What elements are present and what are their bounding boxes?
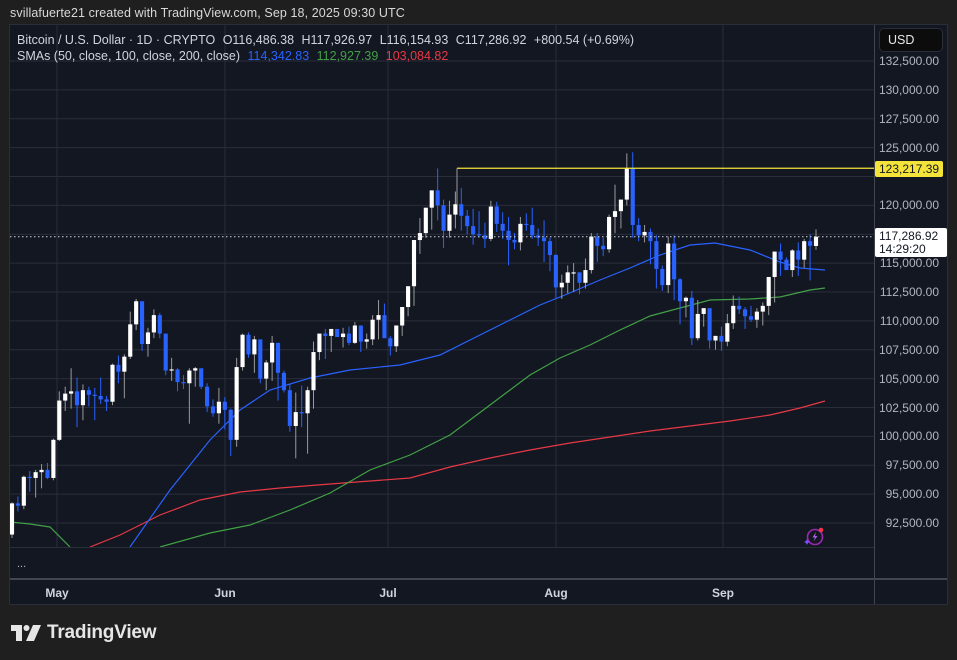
symbol-name[interactable]: Bitcoin / U.S. Dollar · 1D · CRYPTO	[17, 33, 216, 47]
price-tick: 120,000.00	[878, 198, 939, 213]
time-tick-aug: Aug	[544, 586, 568, 600]
price-tick: 92,500.00	[885, 516, 939, 530]
price-change: +800.54 (+0.69%)	[533, 33, 634, 47]
price-tick: 110,000.00	[879, 313, 939, 328]
bar-countdown: 14:29:20	[879, 242, 926, 256]
ohlc-high: H117,926.97	[301, 33, 373, 47]
time-axis[interactable]: May Jun Jul Aug Sep	[10, 578, 947, 604]
more-options-dots[interactable]: ...	[17, 558, 27, 570]
price-tick: 125,000.00	[878, 140, 939, 155]
last-price-label: 117,286.92 14:29:20	[875, 228, 947, 257]
price-tick: 105,000.00	[878, 371, 939, 386]
time-tick-jul: Jul	[379, 586, 397, 600]
last-price-value: 117,286.92	[879, 229, 939, 243]
sma100-value: 112,927.39	[316, 49, 379, 63]
ohlc-low: L116,154.93	[379, 33, 449, 47]
price-tick: 132,500.00	[878, 54, 939, 68]
price-tick: 95,000.00	[885, 487, 939, 502]
sma-legend-row: SMAs (50, close, 100, close, 200, close)…	[17, 48, 638, 64]
horizontal-line-price-label: 123,217.39	[875, 161, 943, 177]
sma-indicator-label[interactable]: SMAs (50, close, 100, close, 200, close)	[17, 49, 241, 63]
price-tick: 107,500.00	[878, 342, 939, 357]
chart-legend: Bitcoin / U.S. Dollar · 1D · CRYPTO O116…	[17, 32, 638, 64]
time-tick-sep: Sep	[711, 586, 735, 600]
flash-alert-icon[interactable]	[802, 525, 826, 549]
price-tick: 102,500.00	[878, 400, 939, 415]
indicator-subpane[interactable]: ...	[10, 547, 874, 578]
time-tick-jun: Jun	[214, 586, 236, 600]
sma50-value: 114,342.83	[247, 49, 310, 63]
ohlc-close: C117,286.92	[455, 33, 527, 47]
price-tick: 100,000.00	[878, 429, 939, 444]
tradingview-logo[interactable]: TradingView	[11, 622, 157, 644]
candlestick-chart[interactable]	[10, 25, 874, 547]
price-tick: 127,500.00	[878, 111, 939, 126]
currency-button[interactable]: USD	[879, 28, 943, 52]
price-tick: 112,500.00	[879, 285, 939, 299]
price-tick: 97,500.00	[885, 458, 939, 473]
price-axis[interactable]: 132,500.00 130,000.00 127,500.00 125,000.00…	[874, 25, 947, 604]
time-tick-may: May	[45, 586, 69, 600]
chart-frame	[9, 24, 948, 605]
price-tick: 115,000.00	[879, 256, 939, 271]
symbol-legend-row: Bitcoin / U.S. Dollar · 1D · CRYPTO O116…	[17, 32, 638, 48]
tradingview-logo-text: TradingView	[47, 622, 157, 643]
main-price-pane[interactable]	[10, 25, 874, 547]
chart-credit: svillafuerte21 created with TradingView.…	[10, 6, 405, 20]
sma200-value: 103,084.82	[385, 49, 449, 63]
tradingview-logo-icon	[11, 625, 41, 641]
ohlc-open: O116,486.38	[222, 33, 295, 47]
price-tick: 130,000.00	[878, 82, 939, 97]
